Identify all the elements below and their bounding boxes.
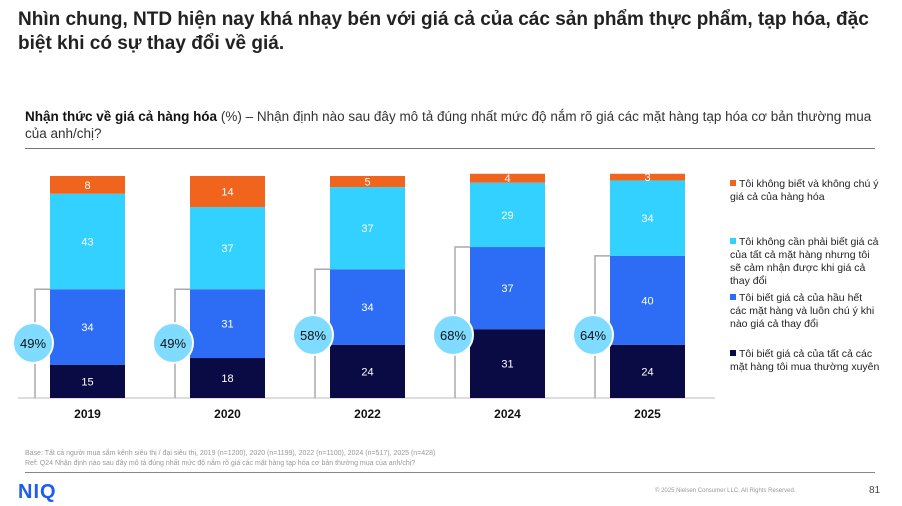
total-label: 68%	[440, 328, 466, 343]
bar-segment	[50, 289, 125, 365]
data-label: 40	[641, 295, 653, 307]
total-bubble	[152, 322, 194, 364]
copyright: © 2025 Nielsen Consumer LLC. All Rights …	[655, 488, 796, 494]
legend-swatch	[730, 350, 736, 356]
legend-swatch	[730, 238, 736, 244]
x-tick-label: 2022	[354, 407, 381, 421]
total-bubble	[432, 314, 474, 356]
bar-segment	[610, 255, 685, 345]
bar-segment	[470, 182, 545, 248]
legend-item-2: Tôi không cần phải biết giá cả của tất c…	[730, 236, 880, 288]
bar-segment	[470, 247, 545, 330]
data-label: 5	[364, 177, 370, 189]
bar-segment	[190, 176, 265, 208]
data-label: 8	[84, 180, 90, 192]
bar-segment	[50, 176, 125, 194]
data-label: 37	[501, 283, 513, 295]
chart-subtitle: Nhận thức về giá cả hàng hóa (%) – Nhận …	[25, 108, 875, 142]
legend-label: Tôi biết giá cả của tất cả các mặt hàng …	[730, 348, 880, 373]
data-label: 34	[361, 302, 373, 314]
bar-segment	[50, 364, 125, 398]
stacked-bar-chart: 153443849%20191831371449%2020243437558%2…	[12, 172, 715, 421]
total-label: 49%	[160, 336, 186, 351]
data-label: 29	[501, 210, 513, 222]
data-label: 31	[221, 319, 233, 331]
data-label: 37	[361, 223, 373, 235]
bar-segment	[330, 176, 405, 188]
niq-logo: NIQ	[18, 481, 57, 503]
legend-swatch	[730, 294, 736, 300]
data-label: 34	[81, 322, 93, 334]
footnote-ref: Ref: Q24 Nhận định nào sau đây mô tả đún…	[25, 460, 416, 467]
bar-segment	[330, 269, 405, 345]
bar-segment	[610, 344, 685, 398]
page-number: 81	[869, 485, 881, 496]
data-label: 37	[221, 243, 233, 255]
x-tick-label: 2024	[494, 407, 521, 421]
data-label: 31	[501, 359, 513, 371]
divider	[25, 148, 875, 149]
footnote-base: Base: Tất cả người mua sắm kênh siêu thị…	[25, 450, 436, 457]
total-bubble	[12, 322, 54, 364]
data-label: 4	[504, 173, 510, 185]
total-label: 58%	[300, 328, 326, 343]
bar-segment	[470, 329, 545, 398]
bar-segment	[330, 187, 405, 270]
bar-segment	[190, 358, 265, 398]
data-label: 43	[81, 236, 93, 248]
x-tick-label: 2025	[634, 407, 661, 421]
total-bubble	[292, 314, 334, 356]
data-label: 34	[641, 213, 653, 225]
legend-label: Tôi không biết và không chú ý giá cả của…	[730, 178, 879, 203]
bar-segment	[610, 173, 685, 181]
legend-item-0: Tôi biết giá cả của tất cả các mặt hàng …	[730, 348, 880, 374]
subtitle-rest: (%) – Nhận định nào sau đây mô tả đúng n…	[25, 109, 872, 141]
legend-label: Tôi không cần phải biết giá cả của tất c…	[730, 236, 879, 287]
total-label: 64%	[580, 328, 606, 343]
page-title: Nhìn chung, NTD hiện nay khá nhạy bén vớ…	[18, 9, 869, 54]
x-tick-label: 2019	[74, 407, 101, 421]
total-label: 49%	[20, 336, 46, 351]
data-label: 24	[641, 366, 653, 378]
total-bubble	[572, 314, 614, 356]
subtitle-bold: Nhận thức về giá cả hàng hóa	[25, 109, 218, 124]
legend-item-1: Tôi biết giá cả của hầu hết các mặt hàng…	[730, 292, 880, 331]
bar-segment	[330, 344, 405, 398]
bar-segment	[470, 173, 545, 183]
legend-item-3: Tôi không biết và không chú ý giá cả của…	[730, 178, 880, 204]
bar-segment	[190, 289, 265, 359]
data-label: 14	[221, 187, 233, 199]
x-tick-label: 2020	[214, 407, 241, 421]
bar-segment	[190, 207, 265, 290]
legend-label: Tôi biết giá cả của hầu hết các mặt hàng…	[730, 292, 875, 330]
footer-divider	[25, 472, 875, 473]
bar-segment	[50, 193, 125, 290]
data-label: 3	[644, 172, 650, 184]
bar-segment	[610, 180, 685, 256]
data-label: 18	[221, 373, 233, 385]
data-label: 24	[361, 366, 373, 378]
data-label: 15	[81, 376, 93, 388]
legend-swatch	[730, 180, 736, 186]
